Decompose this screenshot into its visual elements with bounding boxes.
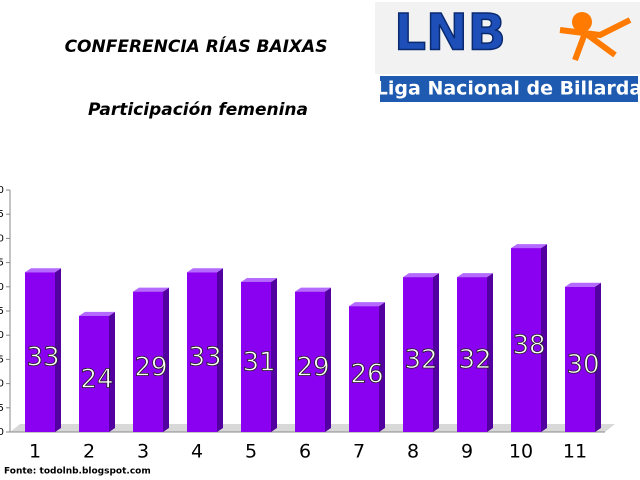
value-label: 29 [296, 352, 329, 382]
x-tick-label: 9 [461, 441, 473, 463]
bar-side [271, 277, 277, 432]
x-tick-label: 4 [191, 441, 203, 463]
bar [457, 277, 487, 432]
chart-title: CONFERENCIA RÍAS BAIXAS [65, 35, 328, 57]
logo-figure [572, 12, 592, 32]
bar-top [25, 268, 61, 273]
bar-top [565, 282, 601, 287]
bar [241, 281, 271, 432]
x-tick-label: 7 [353, 441, 365, 463]
logo-text: LNB [394, 4, 506, 62]
bar-top [457, 273, 493, 278]
bar-side [433, 273, 439, 432]
x-tick-label: 8 [407, 441, 419, 463]
x-tick-label: 2 [83, 441, 95, 463]
bar-top [295, 287, 331, 292]
bar-top [187, 268, 223, 273]
bar-top [241, 277, 277, 282]
bar [511, 248, 541, 432]
source: Fonte: todolnb.blogspot.com [4, 467, 151, 477]
value-label: 30 [566, 350, 599, 380]
logo: LNB Liga Nacional de Billarda [375, 2, 640, 102]
y-tick-label: 25 [0, 306, 4, 317]
x-tick-label: 1 [29, 441, 41, 463]
bar-side [163, 287, 169, 432]
bar [565, 286, 595, 432]
value-label: 32 [458, 345, 491, 375]
bar [403, 277, 433, 432]
value-label: 29 [134, 352, 167, 382]
bar-top [349, 302, 385, 307]
bar [187, 272, 217, 432]
y-tick-label: 5 [0, 403, 4, 414]
y-tick-label: 15 [0, 354, 4, 365]
bar [295, 291, 325, 432]
bar-side [55, 268, 61, 432]
x-tick-label: 10 [509, 441, 533, 463]
value-label: 33 [188, 343, 221, 373]
value-label: 32 [404, 345, 437, 375]
y-tick-label: 30 [0, 282, 4, 293]
value-label: 38 [512, 331, 545, 361]
logo-figure [559, 17, 632, 62]
y-tick-label: 50 [0, 185, 4, 196]
bar [25, 272, 55, 432]
bar-top [403, 273, 439, 278]
x-tick-label: 5 [245, 441, 257, 463]
chart-subtitle: Participación femenina [88, 100, 308, 120]
bar-top [133, 287, 169, 292]
bar-side [379, 302, 385, 432]
value-label: 24 [80, 364, 113, 394]
x-tick-label: 6 [299, 441, 311, 463]
value-label: 33 [26, 343, 59, 373]
bar [133, 291, 163, 432]
value-label: 31 [242, 347, 275, 377]
x-tick-label: 11 [563, 441, 587, 463]
y-tick-label: 10 [0, 379, 4, 390]
y-tick-label: 35 [0, 258, 4, 269]
logo-caption: Liga Nacional de Billarda [376, 78, 640, 100]
bar-top [511, 244, 547, 249]
bar-side [595, 282, 601, 432]
bar-top [79, 311, 115, 316]
bar-side [541, 244, 547, 432]
y-tick-label: 40 [0, 233, 4, 244]
y-tick-label: 20 [0, 330, 4, 341]
value-label: 26 [350, 360, 383, 390]
bar-side [487, 273, 493, 432]
bar [349, 306, 379, 432]
y-tick-label: 0 [0, 427, 4, 438]
bar-side [325, 287, 331, 432]
y-tick-label: 45 [0, 209, 4, 220]
x-tick-label: 3 [137, 441, 149, 463]
bar-side [217, 268, 223, 432]
logo-band [380, 76, 638, 102]
bar-side [109, 311, 115, 432]
bar [79, 315, 109, 432]
